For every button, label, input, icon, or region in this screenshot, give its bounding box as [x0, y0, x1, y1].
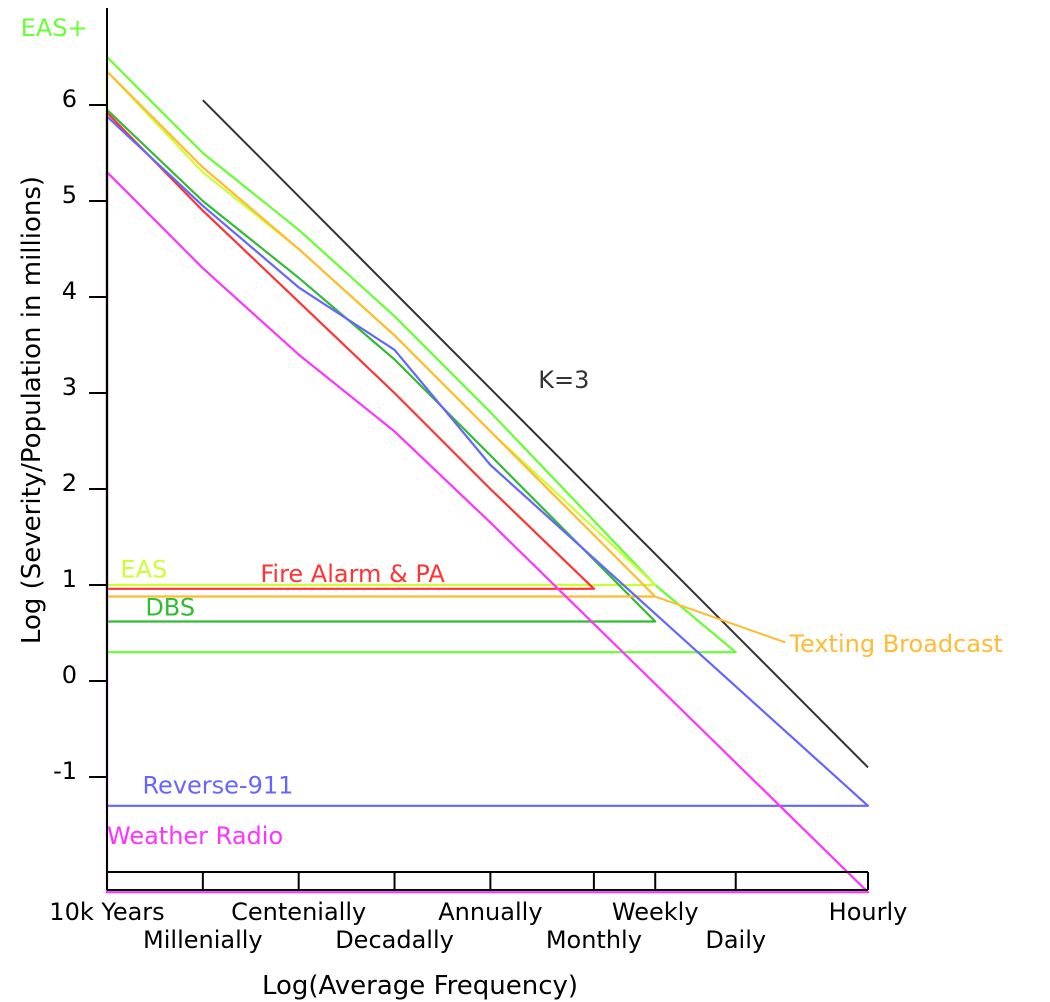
y-tick-label: 2	[62, 469, 77, 497]
y-tick-label: 5	[62, 181, 77, 209]
series-label-dbs: DBS	[145, 594, 195, 622]
x-tick-label: Millenially	[143, 926, 263, 954]
series-line-reverse-911	[105, 115, 870, 807]
x-tick-label: Decadally	[335, 926, 454, 954]
y-tick-label: 1	[62, 565, 77, 593]
series-label-reverse-911: Reverse-911	[142, 771, 293, 799]
y-tick-label: 6	[62, 85, 77, 113]
y-axis-title: Log (Severity/Population in millions)	[17, 176, 47, 644]
series-label-texting-broadcast: Texting Broadcast	[788, 630, 1003, 658]
x-axis-title: Log(Average Frequency)	[262, 971, 578, 1001]
label-layer: EAS+ EAS Fire Alarm & PA DBS Texting Broadca…	[21, 14, 1003, 850]
series-line-eas	[105, 70, 657, 587]
x-tick-label: Annually	[438, 898, 542, 926]
series-line-weather-radio	[105, 171, 870, 894]
series-label-k-3: K=3	[538, 366, 589, 394]
x-tick-label: 10k Years	[49, 898, 164, 926]
x-tick-label: Monthly	[546, 926, 642, 954]
series-line-fire-alarm-pa	[105, 111, 596, 590]
y-tick-label: 0	[62, 661, 77, 689]
x-tick-label: Weekly	[612, 898, 699, 926]
x-tick-label: Daily	[705, 926, 766, 954]
y-tick-label: 4	[62, 277, 77, 305]
series-label-weather-radio: Weather Radio	[107, 822, 283, 850]
x-tick-label: Hourly	[829, 898, 908, 926]
x-tick-label: Centenially	[231, 898, 366, 926]
series-label-eas: EAS+	[21, 14, 88, 42]
series-line-eas	[105, 56, 737, 654]
axis-layer: 6 5 4 3 2 1 0 -1 10k YearsMilleniallyCentenially…	[17, 8, 907, 1001]
y-tick-label: 3	[62, 373, 77, 401]
reference-line-k-3	[202, 99, 869, 769]
series-label-fire-alarm-pa: Fire Alarm & PA	[260, 560, 445, 588]
series-layer	[105, 56, 870, 894]
y-tick-label: -1	[53, 757, 77, 785]
callout-line-texting-broadcast	[654, 595, 786, 644]
series-label-eas: EAS	[120, 555, 167, 583]
series-line-texting-broadcast	[105, 70, 657, 598]
